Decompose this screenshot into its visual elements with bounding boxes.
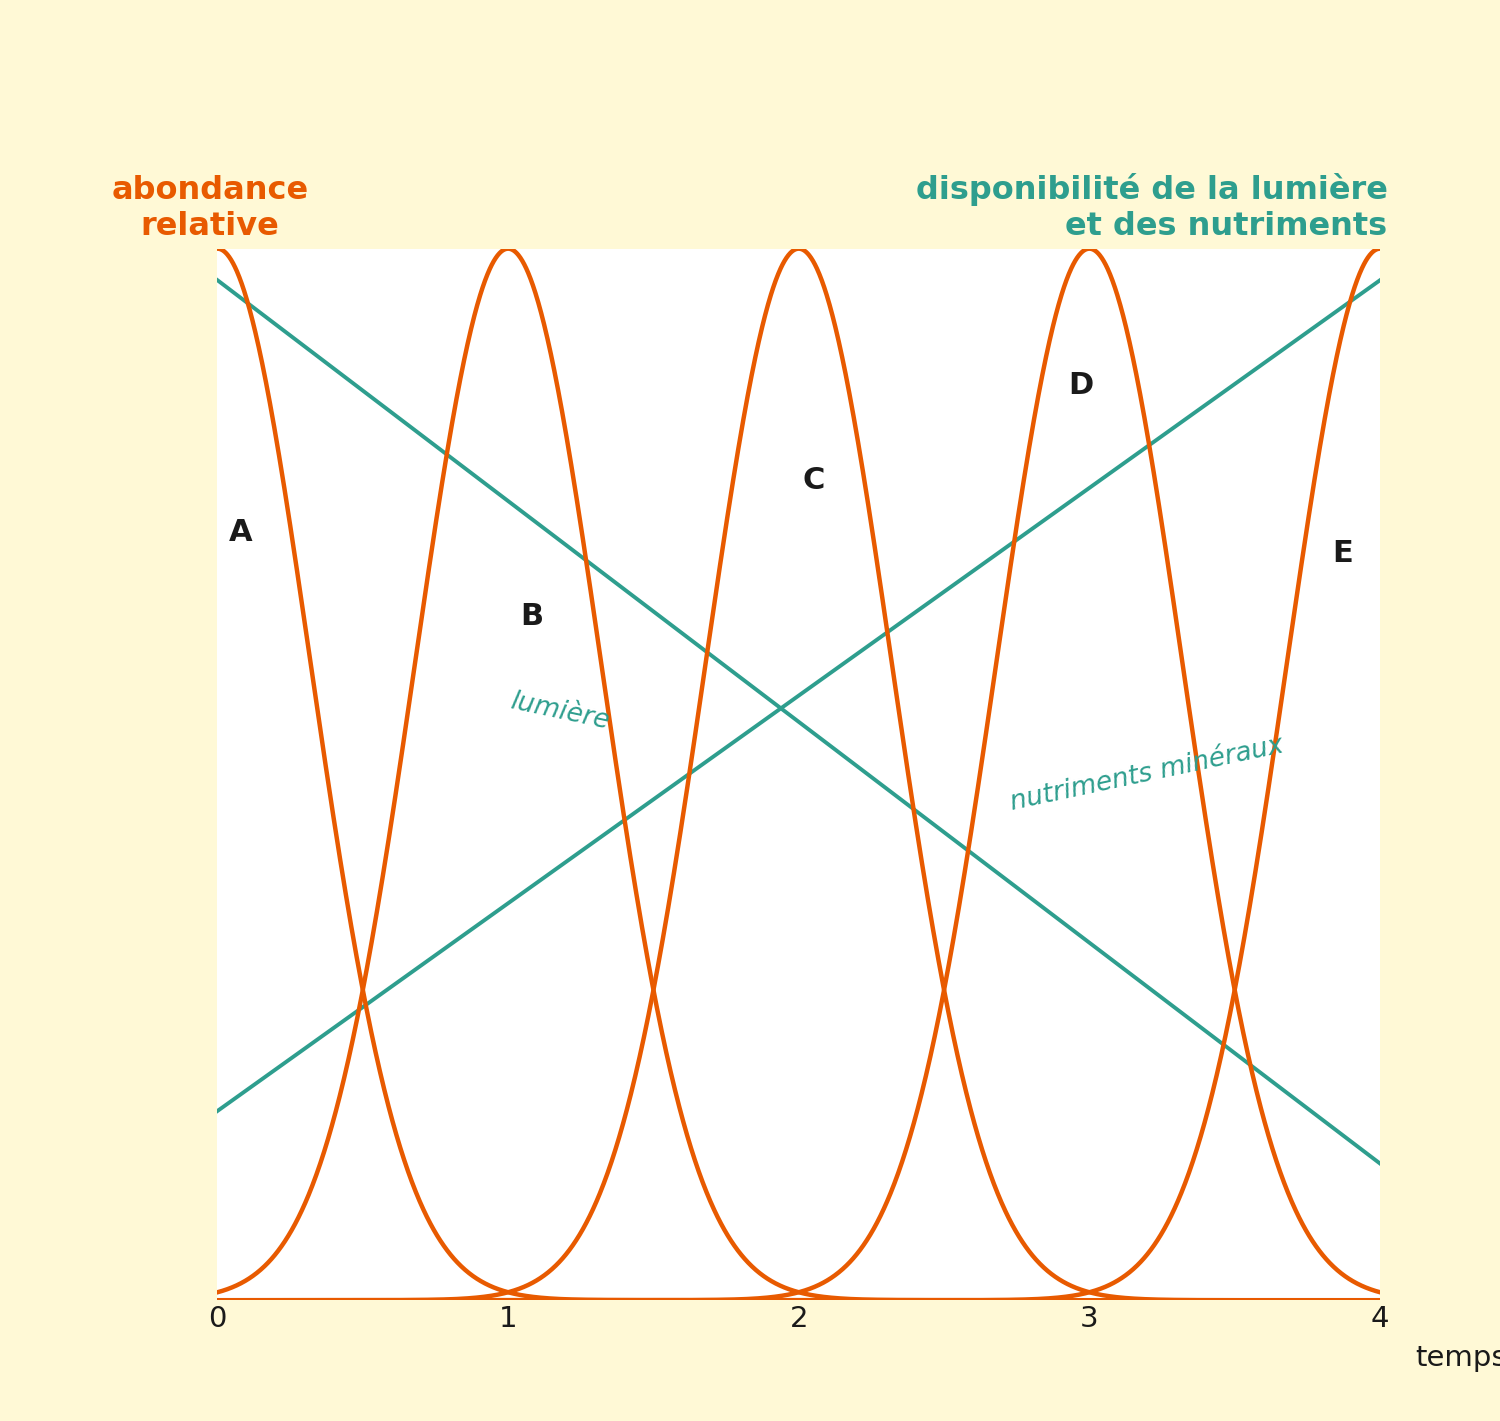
Text: D: D (1068, 371, 1094, 399)
Text: nutriments minéraux: nutriments minéraux (1008, 733, 1286, 816)
Text: lumière: lumière (509, 688, 612, 735)
Text: C: C (802, 466, 825, 495)
Text: temps: temps (1414, 1344, 1500, 1373)
Text: disponibilité de la lumière
et des nutriments: disponibilité de la lumière et des nutri… (915, 173, 1388, 242)
Text: A: A (230, 519, 252, 547)
Text: abondance
relative: abondance relative (111, 175, 309, 242)
Text: E: E (1332, 539, 1353, 568)
Text: B: B (520, 603, 543, 631)
